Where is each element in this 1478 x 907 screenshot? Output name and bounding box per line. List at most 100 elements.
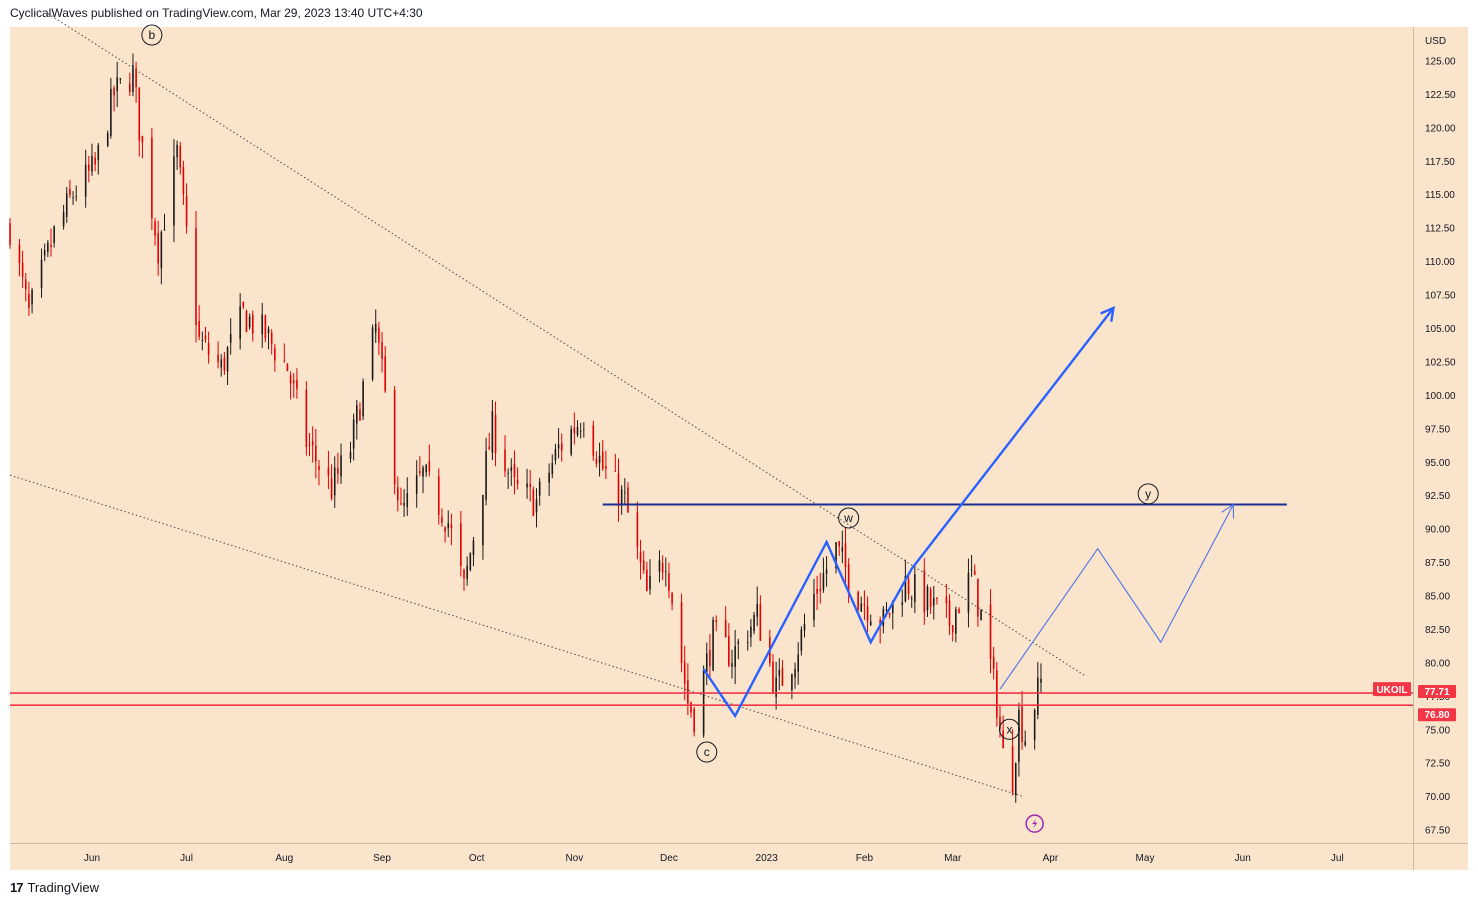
candle-body (838, 541, 840, 547)
candle-body (772, 661, 774, 692)
candle-body (1024, 741, 1027, 746)
candle-body (819, 588, 822, 592)
candle-body (529, 483, 532, 488)
tradingview-logo-icon: 17 (10, 880, 24, 895)
candle-body (311, 441, 314, 446)
candle-body (914, 574, 916, 602)
candle-body (888, 612, 891, 615)
candle-body (955, 609, 957, 634)
candle-body (929, 589, 932, 607)
candle-body (251, 314, 254, 334)
candle-body (419, 471, 421, 473)
projection-path-strong-arrowhead (1100, 305, 1116, 322)
candle-body (403, 502, 405, 506)
candle-body (207, 343, 210, 355)
candle-body (116, 77, 118, 92)
price-tick-label: 110.00 (1425, 257, 1455, 268)
candle-body (173, 156, 175, 226)
publisher-line: CyclicalWaves published on TradingView.c… (10, 6, 423, 20)
candle-body (460, 523, 462, 567)
price-tick-label: 70.00 (1425, 792, 1450, 803)
candle-body (554, 448, 557, 461)
candle-body (548, 472, 550, 483)
price-tick-label: 67.50 (1425, 826, 1450, 837)
price-tick-label: 105.00 (1425, 324, 1456, 335)
candle-body (447, 523, 450, 529)
candle-body (485, 451, 487, 500)
candle-body (182, 166, 185, 195)
candle-body (639, 552, 642, 563)
candle-body (734, 646, 736, 667)
candle-body (463, 569, 465, 579)
candle-body (129, 83, 131, 92)
time-tick-label: Jun (84, 853, 100, 864)
candle-body (1033, 709, 1036, 740)
price-scale-background[interactable] (1413, 27, 1468, 843)
candle-body (113, 87, 115, 96)
time-tick-label: Dec (660, 853, 678, 864)
candle-body (406, 493, 409, 508)
time-tick-label: Sep (373, 853, 391, 864)
candle-body (980, 609, 982, 620)
price-tick-label: 90.00 (1425, 525, 1450, 536)
candle-body (948, 600, 951, 626)
time-tick-label: 2023 (756, 853, 779, 864)
time-scale-background[interactable] (10, 843, 1468, 870)
candle-body (494, 414, 497, 454)
candle-body (538, 481, 541, 496)
candle-body (1002, 730, 1004, 749)
candle-body (526, 483, 528, 488)
candle-body (135, 68, 137, 88)
plot-background (10, 27, 1413, 843)
price-tick-label: 112.50 (1425, 224, 1455, 235)
candle-body (274, 348, 276, 361)
candle-body (636, 512, 639, 548)
candle-body (866, 606, 869, 622)
projection-path-strong (702, 307, 1115, 719)
candle-body (923, 569, 926, 613)
footer-brand[interactable]: 17 TradingView (10, 880, 99, 895)
price-label-box (1418, 685, 1456, 699)
candle-body (907, 579, 910, 594)
candle-body (264, 315, 267, 339)
candle-body (702, 669, 705, 736)
candle-body (992, 656, 995, 669)
candle-body (286, 363, 289, 372)
candle-body (333, 467, 336, 496)
time-tick-label: Feb (856, 853, 874, 864)
candle-body (441, 516, 443, 523)
candle-body (623, 492, 626, 494)
candle-body (709, 649, 711, 666)
candle-body (396, 487, 399, 501)
candle-body (532, 489, 535, 516)
candle-body (614, 471, 617, 472)
time-ticks: Jun Jul Aug Sep Oct Nov Dec 2023 Feb Mar Apr May Jun… (84, 853, 1344, 864)
candle-body (296, 379, 298, 389)
candle-body (926, 586, 929, 611)
candle-body (967, 572, 970, 613)
candle-body (756, 603, 759, 617)
price-tick-label: 87.50 (1425, 558, 1450, 569)
candle-body (179, 145, 182, 168)
candle-body (65, 193, 68, 217)
trend-line (9, 474, 1023, 797)
candle-body (1037, 677, 1039, 715)
candle-body (422, 467, 424, 477)
candle-body (970, 569, 973, 571)
candle-body (844, 543, 847, 568)
candle-body (583, 429, 585, 430)
candle-body (62, 212, 65, 227)
candle-body (163, 229, 166, 231)
candle-body (510, 467, 513, 471)
candle-body (330, 478, 333, 499)
candle-body (576, 427, 579, 435)
candle-body (154, 221, 156, 236)
price-ticks: 125.00 122.50 120.00 117.50 115.00 112.50 110.… (1373, 56, 1456, 837)
candle-body (43, 250, 46, 256)
candle-body (658, 560, 661, 572)
candle-body (415, 475, 418, 495)
candle-body (661, 563, 664, 573)
candle-body (374, 323, 377, 333)
price-tick-label: 107.50 (1425, 291, 1456, 302)
